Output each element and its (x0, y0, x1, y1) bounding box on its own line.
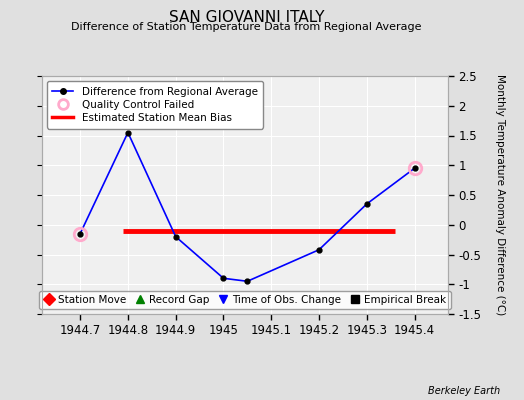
Legend: Station Move, Record Gap, Time of Obs. Change, Empirical Break: Station Move, Record Gap, Time of Obs. C… (39, 291, 451, 309)
Text: Difference of Station Temperature Data from Regional Average: Difference of Station Temperature Data f… (71, 22, 421, 32)
Text: SAN GIOVANNI ITALY: SAN GIOVANNI ITALY (169, 10, 324, 25)
Y-axis label: Monthly Temperature Anomaly Difference (°C): Monthly Temperature Anomaly Difference (… (495, 74, 505, 316)
Text: Berkeley Earth: Berkeley Earth (428, 386, 500, 396)
